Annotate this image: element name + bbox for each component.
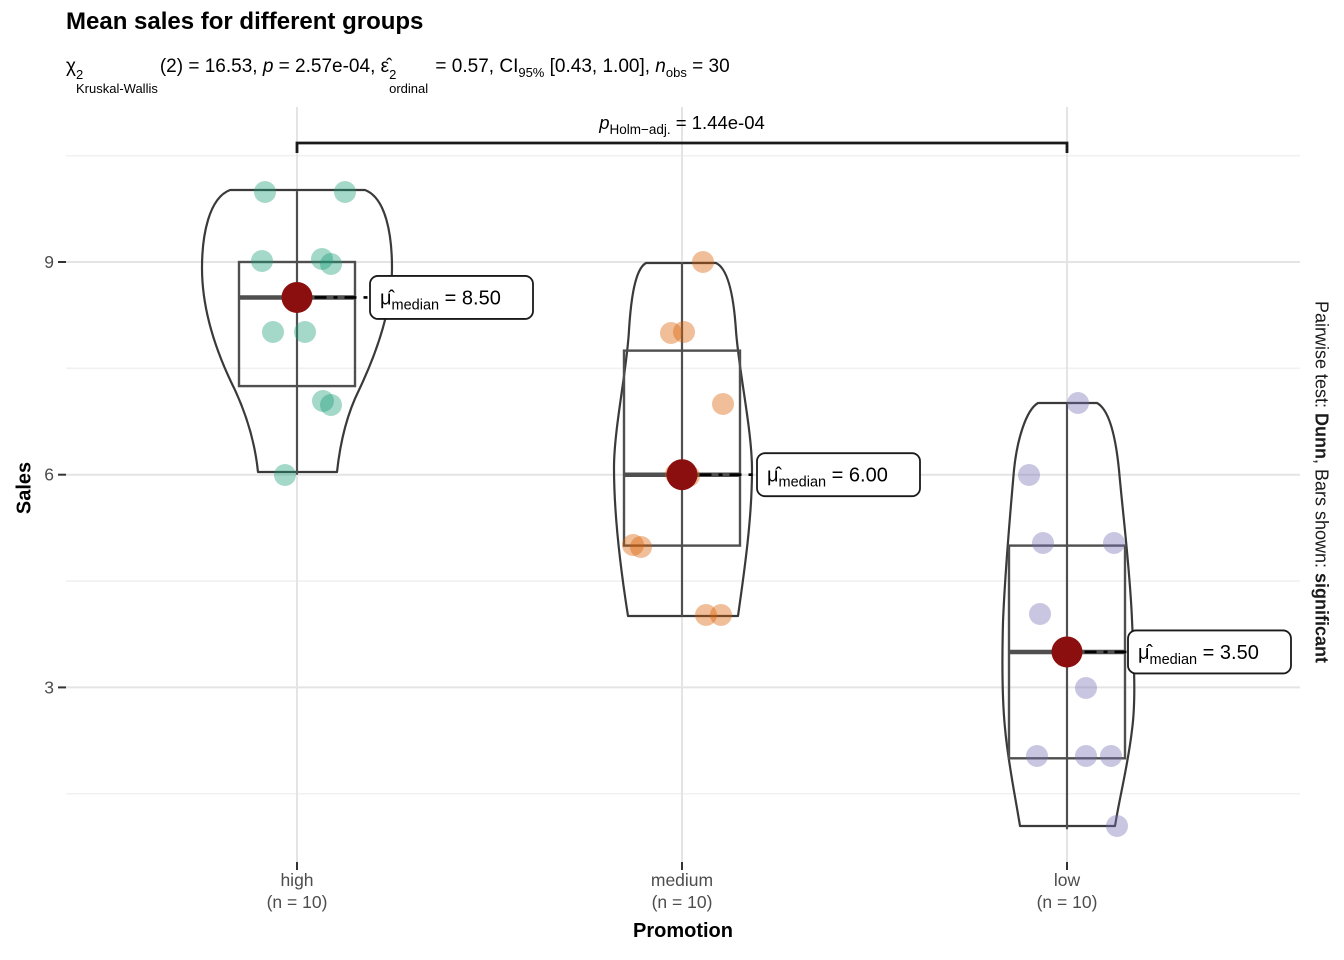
plot-subtitle: χ 2 Kruskal-Wallis (2) = 16.53, p = 2.57e-0… [66,56,730,95]
violin-outline-high [200,188,394,474]
jitter-point-medium [692,251,714,273]
jitter-point-low [1018,464,1040,486]
chi-symbol: χ [66,56,76,77]
median-callout-text-medium: μ̂median = 6.00 [767,465,888,491]
y-tick-label: 3 [44,677,54,697]
jitter-point-medium [695,604,717,626]
right-caption-test-name: Dunn [1311,413,1332,459]
plot-title: Mean sales for different groups [66,8,424,35]
n-subscript: obs [665,64,687,80]
significance-bracket [295,141,1069,153]
right-caption: Pairwise test: Dunn, Bars shown: signifi… [1311,301,1332,663]
right-caption-text-2: , Bars shown: [1311,458,1332,574]
jitter-point-low [1026,745,1048,767]
median-callout-box-low [1127,629,1292,675]
jitter-point-high [311,248,333,270]
jitter-point-medium [710,604,732,626]
x-tick-sublabel-medium: (n = 10) [652,892,713,912]
median-callout-box-medium [756,452,921,498]
jitter-point-high [251,250,273,272]
median-dot-medium [666,459,698,491]
x-tick-label-medium: medium [651,870,713,890]
jitter-point-high [294,321,316,343]
median-callout-text-high: μ̂median = 8.50 [380,287,501,313]
n-symbol: n [655,56,666,77]
x-tick-sublabel-low: (n = 10) [1037,892,1098,912]
jitter-point-medium [630,536,652,558]
jitter-point-high [312,390,334,412]
p-symbol: p [262,56,274,77]
ci-label: CI [499,56,519,77]
jitter-point-medium [622,534,644,556]
jitter-point-medium [712,393,734,415]
median-dot-low [1051,636,1083,668]
violin-outline-low [1001,401,1136,828]
jitter-point-low [1075,677,1097,699]
jitter-point-high [274,464,296,486]
x-axis-title: Promotion [633,920,733,942]
jitter-point-medium [660,322,682,344]
median-dot-high [281,281,313,313]
subtitle-stat-4: [0.43, 1.00], [544,56,656,77]
pairwise-p-value: = 1.44e-04 [671,112,765,133]
right-caption-text-1: Pairwise test: [1311,300,1332,413]
subtitle-stat-3: = 0.57, [430,56,500,77]
violins-layer [200,181,1136,837]
epsilon-supsub: 2 ordinal [389,68,428,95]
x-tick-label-high: high [280,870,313,890]
y-tick-label: 6 [44,465,54,485]
median-callout-box-high [369,275,534,320]
boxplot-box-medium [622,349,742,547]
jitter-point-high [320,394,342,416]
y-axis-title: Sales [13,461,36,515]
jitter-point-high [334,181,356,203]
subtitle-stat-2: = 2.57e-04, [273,56,381,77]
pairwise-p-label: pHolm−adj. = 1.44e-04 [598,112,765,137]
pairwise-p-subscript: Holm−adj. [610,122,671,137]
epsilon-superscript: 2 [389,67,397,83]
jitter-point-low [1103,532,1125,554]
chi-subscript: Kruskal-Wallis [75,80,158,96]
epsilon-symbol: ε̂ [380,56,390,77]
jitter-point-medium [673,321,695,343]
subtitle-stat-1: (2) = 16.53, [159,56,263,77]
chi-supsub: 2 Kruskal-Wallis [76,68,158,95]
boxplot-box-high [237,260,357,388]
jitter-point-low [1100,745,1122,767]
y-tick-label: 9 [44,252,54,272]
jitter-point-low [1032,532,1054,554]
epsilon-subscript: ordinal [389,80,429,96]
jitter-point-low [1106,815,1128,837]
violin-outline-medium [612,261,754,618]
right-caption-bars-shown: significant [1311,573,1332,664]
pairwise-p-symbol: p [598,112,609,133]
jitter-point-low [1029,603,1051,625]
jitter-point-high [320,253,342,275]
x-tick-sublabel-high: (n = 10) [267,892,328,912]
jitter-point-low [1075,745,1097,767]
annotations-layer: μ̂median = 8.50μ̂median = 6.00μ̂median =… [281,141,1292,675]
x-tick-label-low: low [1054,870,1081,890]
subtitle-stat-5: = 30 [686,56,730,77]
jitter-point-low [1067,392,1089,414]
jitter-point-high [262,321,284,343]
chi-superscript: 2 [75,67,84,83]
jitter-point-high [254,181,276,203]
ci-subscript: 95% [518,64,545,80]
